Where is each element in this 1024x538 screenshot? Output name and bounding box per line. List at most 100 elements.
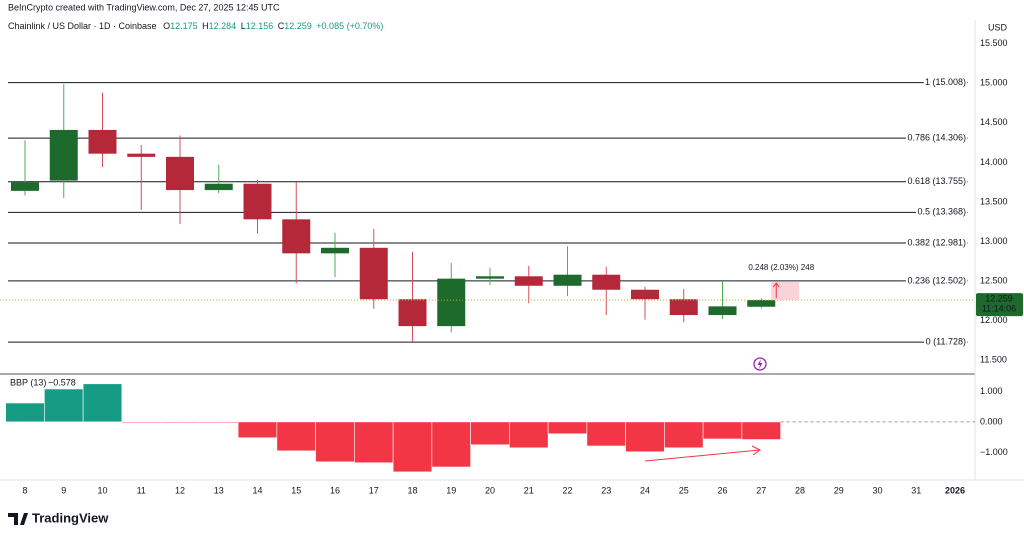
candle-body (747, 300, 776, 307)
histogram-bar (470, 421, 510, 446)
y-tick-label: 11.500 (980, 355, 1007, 365)
x-tick-label: 18 (407, 485, 417, 495)
candle-body (476, 276, 504, 279)
y-tick-label: 15.500 (980, 38, 1008, 48)
x-tick-label: 19 (446, 485, 456, 495)
histogram-bar (586, 421, 626, 447)
candle-body (359, 247, 388, 300)
symbol-title: Chainlink / US Dollar · 1D · Coinbase (8, 21, 157, 31)
candle-body (49, 129, 78, 181)
x-tick-label: 10 (97, 485, 107, 495)
histogram-bar (509, 421, 549, 449)
fib-label: 1 (15.008) (925, 77, 966, 87)
fib-label: 0.786 (14.306) (907, 133, 966, 143)
attribution: BeInCrypto created with TradingView.com,… (8, 2, 280, 12)
indicator-title: BBP (13) (10, 377, 46, 387)
x-tick-label: 23 (601, 485, 611, 495)
price-tag-value: 12.259 (985, 293, 1013, 303)
candle-body (553, 274, 582, 286)
ohlc-label: H (202, 21, 209, 31)
currency: USD (988, 22, 1008, 32)
x-tick-label: 16 (330, 485, 340, 495)
candle-body (127, 153, 156, 157)
candle-body (321, 247, 349, 254)
fib-label: 0.618 (13.755) (907, 176, 966, 186)
legend: Chainlink / US Dollar · 1D · Coinbase O1… (8, 21, 383, 31)
x-tick-label: 14 (252, 485, 262, 495)
candle-body (11, 182, 39, 191)
x-tick-label: 26 (717, 485, 727, 495)
histogram-bar (199, 421, 239, 424)
y-tick-label: 15.000 (980, 78, 1008, 88)
x-tick-label: 27 (756, 485, 766, 495)
candle-body (708, 306, 737, 316)
x-tick-label: 25 (679, 485, 689, 495)
histogram-bar (44, 388, 84, 423)
ohlc-value: 12.284 (209, 21, 237, 31)
y-tick-label: 14.500 (980, 117, 1008, 127)
x-tick-label: 24 (640, 485, 650, 495)
histogram-bar (625, 421, 665, 453)
x-tick-label: 12 (175, 485, 185, 495)
y-tick-label: −1.000 (980, 447, 1008, 457)
y-tick-label: 12.000 (980, 315, 1008, 325)
trend-arrow (644, 445, 761, 462)
x-tick-label: 30 (872, 485, 882, 495)
histogram-bar (160, 421, 200, 424)
fib-label: 0.382 (12.981) (907, 237, 966, 247)
x-tick-label: 28 (795, 485, 805, 495)
tradingview-logo: TradingView (8, 510, 109, 525)
x-tick-label: 9 (61, 485, 66, 495)
candle-body (166, 156, 194, 191)
candle-body (88, 129, 117, 154)
x-tick-label: 20 (485, 485, 495, 495)
x-tick-label: 31 (911, 485, 921, 495)
x-tick-label: 2026 (945, 485, 965, 495)
candle-body (437, 278, 466, 327)
histogram-bar (354, 421, 394, 464)
measure-label: 0.248 (2.03%) 248 (748, 263, 814, 272)
y-tick-label: 0.000 (980, 416, 1003, 426)
histogram-bar (276, 421, 316, 452)
candle-body (669, 299, 698, 316)
alert-icon (753, 357, 767, 371)
candle-body (592, 274, 621, 290)
ohlc-label: L (241, 21, 246, 31)
candle-body (282, 219, 311, 254)
y-tick-label: 14.000 (980, 157, 1008, 167)
y-tick-label: 13.000 (980, 236, 1008, 246)
y-tick-label: 1.000 (980, 386, 1003, 396)
histogram-bar (392, 421, 433, 473)
candle-body (514, 276, 543, 286)
y-tick-label: 13.500 (980, 196, 1008, 206)
y-tick-label: 12.500 (980, 275, 1008, 285)
x-tick-label: 13 (214, 485, 224, 495)
price-tag (976, 293, 1023, 317)
fib-label: 0 (11.728) (926, 336, 966, 346)
fib-label: 0.236 (12.502) (907, 275, 966, 285)
histogram-bar (315, 421, 355, 463)
fib-label: 0.5 (13.368) (917, 207, 966, 217)
x-tick-label: 8 (22, 485, 27, 495)
x-tick-label: 21 (524, 485, 534, 495)
ohlc-value: 12.175 (170, 21, 198, 31)
histogram-bar (702, 421, 743, 440)
candle-body (243, 183, 272, 220)
ohlc-value: 12.259 (284, 21, 312, 31)
logo-text: TradingView (32, 510, 109, 525)
histogram-bar (547, 421, 588, 435)
change: +0.085 (+0.70%) (316, 21, 383, 31)
histogram-bar (237, 421, 278, 439)
histogram-bar (82, 383, 123, 423)
measure-arrow (772, 282, 780, 299)
histogram-bar (664, 421, 704, 449)
ohlc-value: 12.156 (246, 21, 274, 31)
x-tick-label: 15 (291, 485, 301, 495)
price-tag-countdown: 11:14:06 (982, 303, 1016, 313)
indicator-value: −0.578 (48, 377, 76, 387)
candle-body (398, 299, 427, 327)
histogram-bar (431, 421, 471, 468)
histogram-bar (5, 402, 45, 423)
